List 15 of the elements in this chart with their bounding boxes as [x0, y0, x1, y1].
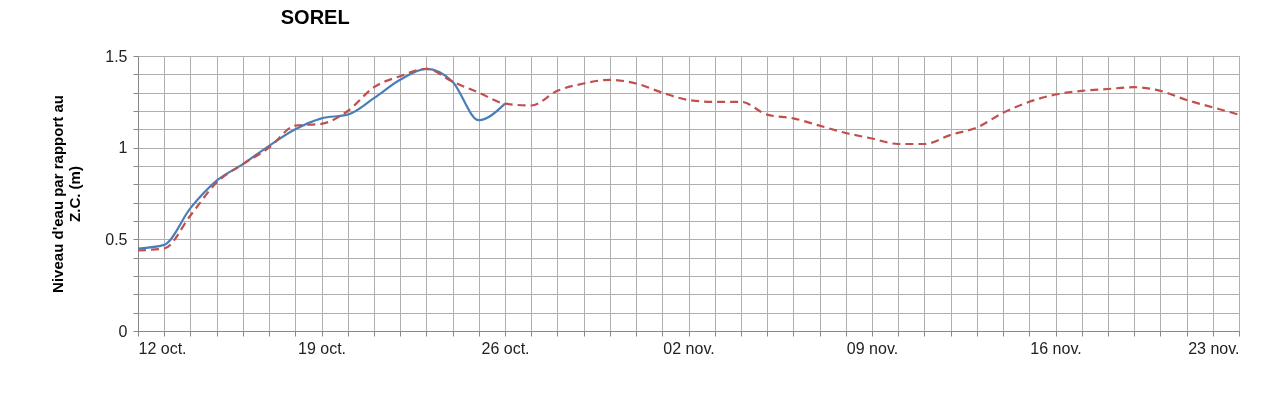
- line-series: [136, 67, 507, 250]
- y-tick-label: 1.5: [105, 47, 128, 65]
- y-tick-label: 0.5: [105, 230, 128, 248]
- x-tick-label: 26 oct.: [481, 339, 530, 357]
- x-tick-label: 12 oct.: [138, 339, 187, 357]
- y-tick-label: 1: [118, 139, 128, 157]
- y-axis-title: Niveau d'eau par rapport au Z.C. (m): [49, 95, 84, 293]
- chart-title: SOREL: [280, 6, 350, 28]
- x-tick-label: 09 nov.: [846, 339, 899, 357]
- x-tick-label: 16 nov.: [1030, 339, 1082, 357]
- x-tick-label: 19 oct.: [297, 339, 347, 357]
- x-tick-label: 23 nov.: [1188, 339, 1240, 357]
- line-series: [136, 67, 1241, 252]
- x-tick-label: 02 nov.: [663, 339, 715, 357]
- y-tick-label: 0: [118, 322, 128, 340]
